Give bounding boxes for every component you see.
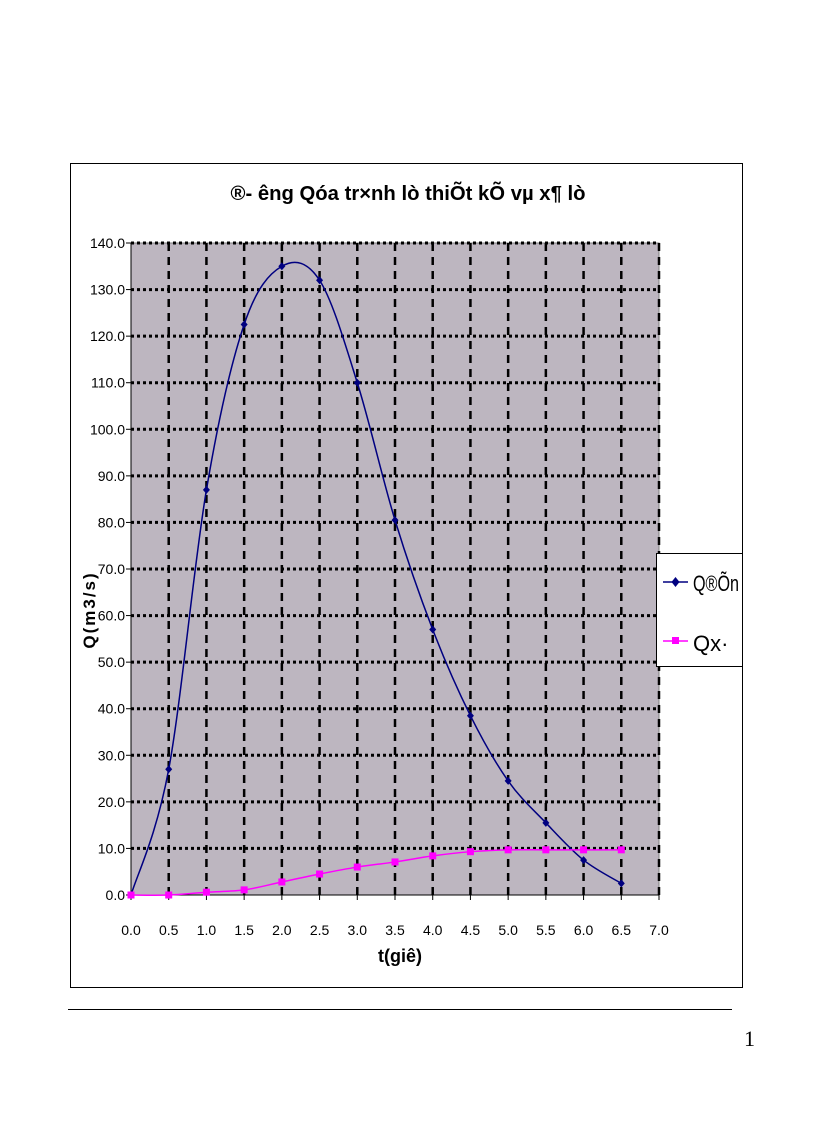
data-point	[353, 863, 361, 871]
y-tick-label: 90.0	[98, 468, 125, 484]
y-tick-label: 40.0	[98, 701, 125, 717]
data-point	[127, 891, 135, 899]
x-tick-label: 1.5	[234, 922, 254, 938]
y-tick-label: 20.0	[98, 794, 125, 810]
series-line-0	[130, 261, 622, 896]
x-tick-label: 4.0	[423, 922, 443, 938]
data-point	[202, 485, 210, 494]
y-tick-label: 70.0	[98, 561, 125, 577]
y-axis-label: Q(m3/s)	[80, 571, 99, 648]
x-tick-label: 3.0	[348, 922, 368, 938]
data-point	[165, 891, 173, 899]
footer-divider	[68, 1009, 732, 1010]
data-point	[617, 846, 625, 854]
data-point	[353, 378, 361, 387]
x-tick-label: 4.5	[461, 922, 481, 938]
x-tick-label: 1.0	[197, 922, 217, 938]
data-point	[202, 888, 210, 896]
data-point	[504, 846, 512, 854]
data-point	[466, 711, 474, 720]
x-tick-label: 2.0	[272, 922, 292, 938]
data-point	[617, 879, 625, 888]
data-point	[316, 276, 324, 285]
data-point	[504, 776, 512, 785]
data-point	[542, 818, 550, 827]
data-point	[580, 846, 588, 854]
data-point	[240, 320, 248, 329]
data-point	[391, 516, 399, 525]
page-number: 1	[744, 1026, 755, 1051]
y-tick-label: 60.0	[98, 608, 125, 624]
y-tick-label: 130.0	[90, 282, 125, 298]
x-tick-label: 6.5	[612, 922, 632, 938]
data-point	[580, 856, 588, 865]
data-point	[542, 846, 550, 854]
data-point	[391, 858, 399, 866]
y-tick-label: 120.0	[90, 328, 125, 344]
data-point	[466, 848, 474, 856]
legend: Q®Õn Qx·	[656, 553, 743, 667]
y-tick-label: 30.0	[98, 747, 125, 763]
x-tick-label: 5.5	[536, 922, 556, 938]
y-tick-label: 110.0	[91, 375, 125, 391]
x-tick-label: 6.0	[574, 922, 594, 938]
x-tick-label: 7.0	[649, 922, 669, 938]
y-tick-label: 0.0	[106, 887, 126, 903]
x-tick-label: 5.0	[498, 922, 518, 938]
legend-marker-square-icon	[672, 637, 679, 644]
x-tick-label: 0.0	[121, 922, 141, 938]
data-point	[240, 886, 248, 894]
x-tick-label: 3.5	[385, 922, 405, 938]
data-point	[316, 870, 324, 878]
legend-marker-diamond-icon	[671, 577, 680, 587]
legend-entry-qden: Q®Õn	[693, 571, 739, 596]
data-point	[278, 262, 286, 271]
y-tick-label: 10.0	[98, 840, 125, 856]
y-tick-label: 50.0	[98, 654, 125, 670]
x-axis-label: t(giê)	[378, 946, 422, 966]
data-point	[429, 625, 437, 634]
data-point	[165, 765, 173, 774]
x-tick-label: 0.5	[159, 922, 179, 938]
data-point	[278, 878, 286, 886]
y-tick-label: 140.0	[90, 235, 125, 251]
x-tick-label: 2.5	[310, 922, 330, 938]
y-tick-label: 100.0	[90, 421, 125, 437]
data-point	[429, 852, 437, 860]
legend-entry-qxa: Qx·	[693, 631, 728, 656]
y-tick-label: 80.0	[98, 514, 125, 530]
chart-title: ®- êng Qóa tr×nh lò thiÕt kÕ vµ x¶ lò	[231, 181, 586, 205]
